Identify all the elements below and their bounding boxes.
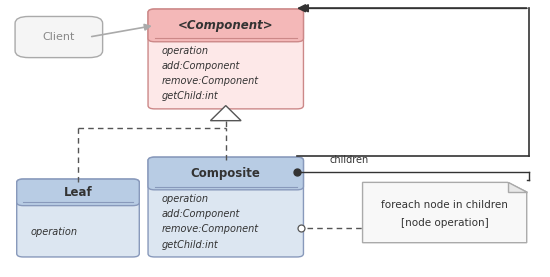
Text: getChild:int: getChild:int	[162, 240, 218, 250]
FancyBboxPatch shape	[148, 157, 304, 190]
Text: remove:Component: remove:Component	[162, 76, 259, 86]
FancyBboxPatch shape	[148, 157, 304, 257]
Polygon shape	[211, 106, 241, 121]
FancyBboxPatch shape	[16, 179, 139, 257]
Polygon shape	[362, 182, 527, 243]
Text: Composite: Composite	[191, 167, 261, 180]
Text: operation: operation	[162, 194, 209, 204]
FancyBboxPatch shape	[148, 9, 304, 42]
FancyBboxPatch shape	[16, 179, 139, 206]
Text: operation: operation	[30, 227, 78, 237]
FancyBboxPatch shape	[148, 9, 304, 109]
Text: [node operation]: [node operation]	[401, 218, 488, 229]
Text: add:Component: add:Component	[162, 61, 240, 71]
Text: remove:Component: remove:Component	[162, 224, 259, 234]
Text: children: children	[329, 155, 369, 165]
Polygon shape	[508, 182, 527, 192]
Text: operation: operation	[162, 46, 209, 56]
Text: add:Component: add:Component	[162, 209, 240, 219]
Text: Leaf: Leaf	[64, 186, 92, 199]
FancyBboxPatch shape	[15, 16, 103, 58]
Text: getChild:int: getChild:int	[162, 91, 218, 101]
Text: foreach node in children: foreach node in children	[381, 200, 508, 210]
Text: Client: Client	[43, 32, 75, 42]
Text: <Component>: <Component>	[178, 19, 273, 32]
